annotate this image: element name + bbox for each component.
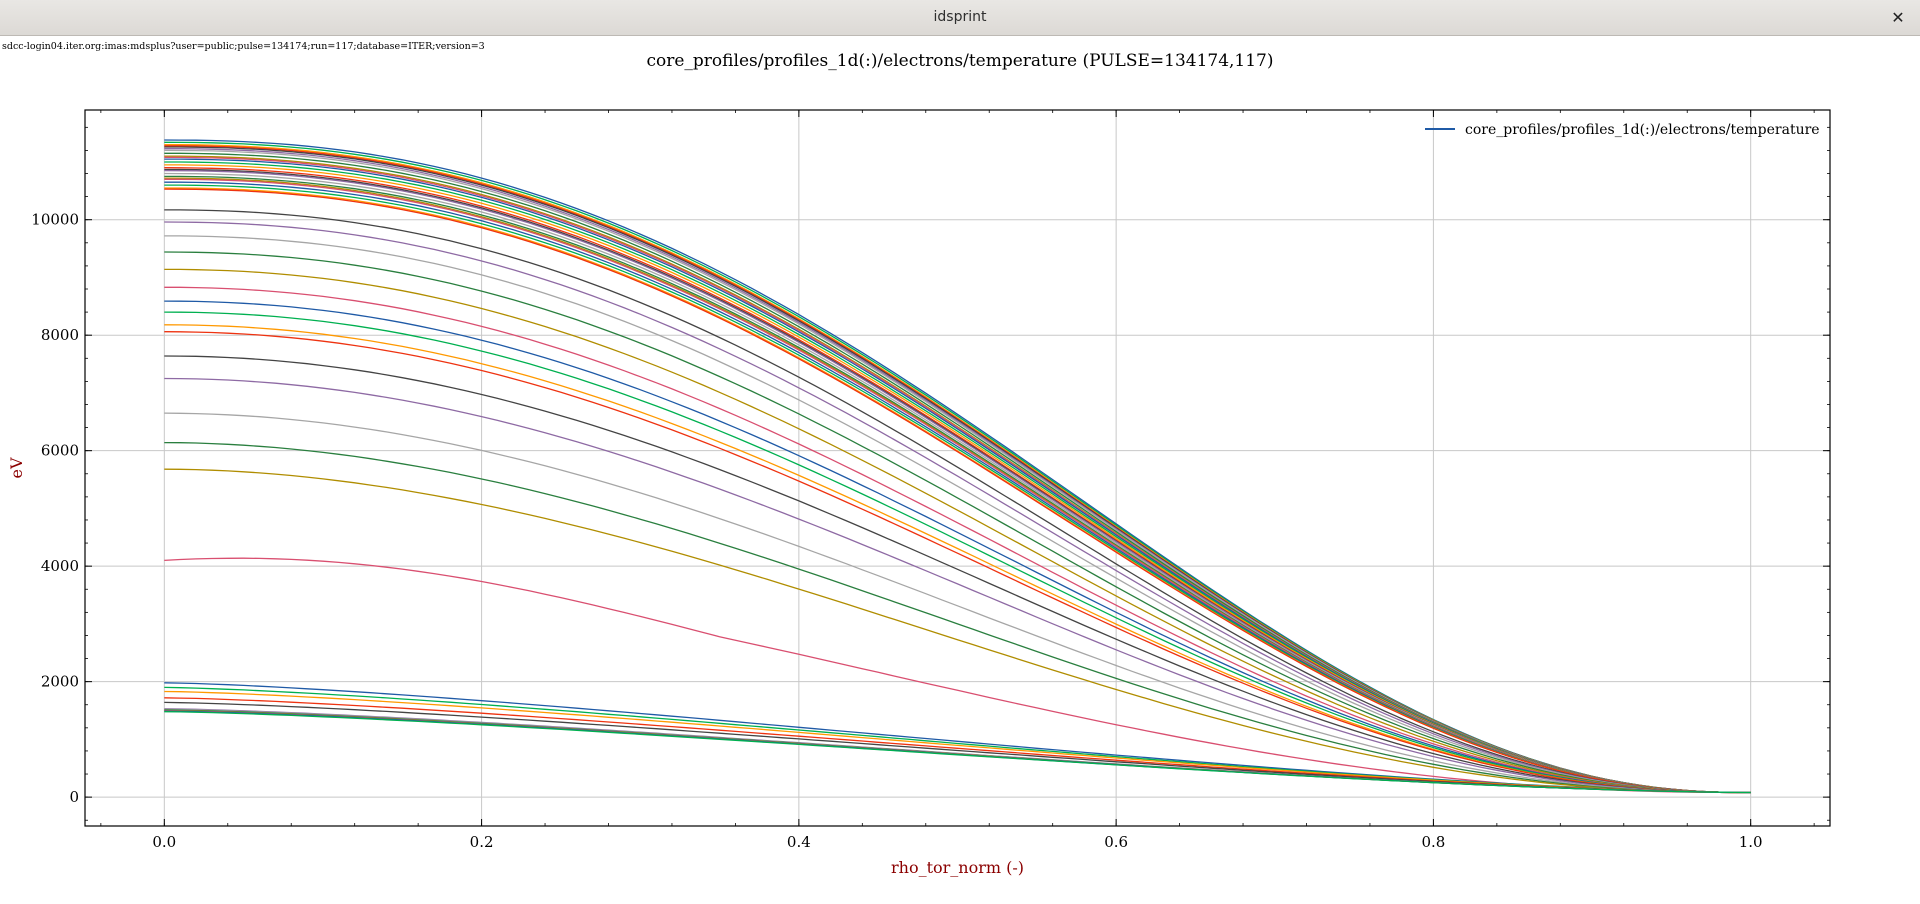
chart-legend: core_profiles/profiles_1d(:)/electrons/t…	[1425, 122, 1820, 138]
temperature-curve	[164, 709, 1751, 794]
temperature-curve	[164, 412, 1751, 794]
temperature-curve	[164, 286, 1751, 794]
chart-curves	[164, 139, 1751, 794]
window-title: idsprint	[933, 9, 987, 25]
temperature-curve	[164, 177, 1751, 794]
x-tick-label: 0.8	[1421, 833, 1445, 851]
plot-frame	[84, 109, 1831, 827]
x-tick-label: 0.6	[1104, 833, 1128, 851]
temperature-curve	[164, 377, 1751, 794]
window-titlebar: idsprint ✕	[0, 0, 1920, 36]
temperature-curve	[164, 355, 1751, 794]
temperature-curve	[164, 441, 1751, 794]
temperature-curve	[164, 710, 1751, 794]
close-icon[interactable]: ✕	[1891, 8, 1905, 27]
temperature-curve	[164, 172, 1751, 794]
y-tick-label: 4000	[41, 557, 79, 575]
temperature-curve	[164, 221, 1751, 794]
x-tick-label: 0.4	[787, 833, 811, 851]
temperature-curve	[164, 155, 1751, 794]
temperature-curve	[164, 468, 1751, 794]
chart-ticks: 0.0 0.2 0.4 0.6 0.8 1.0 0 2000 4000 6000 8000 10000	[31, 110, 1830, 851]
temperature-curve	[164, 311, 1751, 794]
y-tick-label: 0	[69, 788, 79, 806]
temperature-curve	[164, 184, 1751, 794]
temperature-curve	[164, 146, 1751, 794]
x-tick-label: 0.0	[152, 833, 176, 851]
temperature-curve	[164, 156, 1751, 794]
y-axis-label: eV	[7, 457, 26, 478]
temperature-curve	[164, 148, 1751, 794]
temperature-curve	[164, 710, 1751, 794]
temperature-curve	[164, 149, 1751, 794]
y-tick-label: 10000	[31, 211, 79, 229]
y-tick-label: 8000	[41, 326, 79, 344]
temperature-curve	[164, 268, 1751, 794]
temperature-curve	[164, 235, 1751, 794]
chart-grid	[85, 110, 1830, 826]
x-axis-label: rho_tor_norm (-)	[891, 858, 1024, 877]
temperature-curve	[164, 152, 1751, 794]
temperature-curve	[164, 188, 1751, 794]
y-tick-label: 2000	[41, 673, 79, 691]
temperature-curve	[164, 711, 1751, 794]
temperature-curve	[164, 251, 1751, 794]
chart-title: core_profiles/profiles_1d(:)/electrons/t…	[646, 51, 1273, 71]
x-tick-label: 1.0	[1739, 833, 1763, 851]
temperature-curve	[164, 324, 1751, 794]
temperature-curve	[164, 209, 1751, 794]
temperature-curve	[164, 709, 1751, 794]
source-uri: sdcc-login04.iter.org:imas:mdsplus?user=…	[2, 41, 485, 52]
x-tick-label: 0.2	[470, 833, 494, 851]
legend-label: core_profiles/profiles_1d(:)/electrons/t…	[1465, 122, 1820, 138]
temperature-chart: core_profiles/profiles_1d(:)/electrons/t…	[7, 51, 1831, 877]
y-tick-label: 6000	[41, 442, 79, 460]
temperature-curve	[164, 300, 1751, 794]
temperature-curve	[164, 331, 1751, 794]
temperature-curve	[164, 175, 1751, 794]
